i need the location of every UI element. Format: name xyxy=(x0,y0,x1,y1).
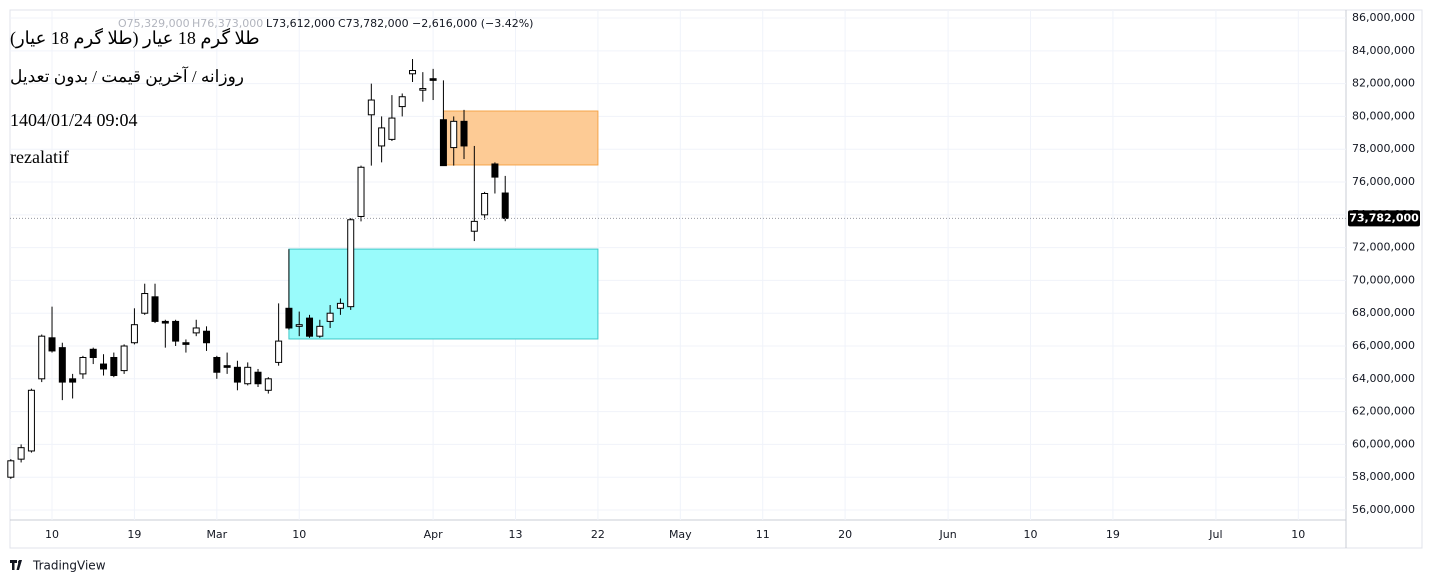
x-tick-label: 19 xyxy=(127,528,141,541)
candle-body xyxy=(367,99,375,116)
candle-body xyxy=(100,363,108,370)
x-tick-label: 19 xyxy=(1106,528,1120,541)
y-tick-label: 66,000,000 xyxy=(1352,339,1415,352)
candle-body xyxy=(409,70,417,75)
x-tick-label: 11 xyxy=(756,528,770,541)
candle-body xyxy=(38,335,46,380)
candle-body xyxy=(481,193,489,216)
zone xyxy=(288,248,599,340)
candle-body xyxy=(151,296,159,322)
candle-body xyxy=(439,119,447,167)
candle-body xyxy=(460,120,468,147)
y-tick-label: 78,000,000 xyxy=(1352,142,1415,155)
candle-body xyxy=(254,371,262,385)
candle-body xyxy=(17,447,25,460)
annotation: 1404/01/24 09:04 xyxy=(10,110,138,130)
x-tick-label: 10 xyxy=(45,528,59,541)
candle-body xyxy=(244,366,252,385)
candle-body xyxy=(336,302,344,309)
y-tick-label: 62,000,000 xyxy=(1352,405,1415,418)
y-tick-label: 68,000,000 xyxy=(1352,306,1415,319)
y-tick-label: 80,000,000 xyxy=(1352,109,1415,122)
candle-body xyxy=(470,220,478,232)
legend-item: L73,612,000 xyxy=(266,17,336,30)
candle-body xyxy=(398,96,406,108)
candle-body xyxy=(120,345,128,372)
x-tick-label: 10 xyxy=(292,528,306,541)
candle-body xyxy=(192,327,200,334)
candle-body xyxy=(233,366,241,383)
candle-body xyxy=(161,320,169,324)
candle-body xyxy=(7,460,15,478)
candle-body xyxy=(450,120,458,149)
legend-item: O75,329,000 xyxy=(118,17,190,30)
candle-body xyxy=(357,166,365,217)
candle-body xyxy=(501,192,509,219)
candle-body xyxy=(69,378,77,383)
brand-logo xyxy=(10,560,22,570)
candle-body xyxy=(27,389,35,452)
candle-body xyxy=(419,88,427,91)
candle-body xyxy=(295,324,303,327)
y-tick-label: 64,000,000 xyxy=(1352,372,1415,385)
x-tick-label: May xyxy=(669,528,692,541)
candle-body xyxy=(429,78,437,81)
chart-title: طلا گرم 18 عیار (طلا گرم 18 عیار) xyxy=(10,28,260,48)
candle-body xyxy=(172,320,180,342)
candle-body xyxy=(182,342,190,345)
y-tick-label: 86,000,000 xyxy=(1352,11,1415,24)
candle-body xyxy=(79,356,87,375)
candle-body xyxy=(306,317,314,337)
x-tick-label: 10 xyxy=(1291,528,1305,541)
legend-item: −2,616,000 (−3.42%) xyxy=(412,17,534,30)
candle-body xyxy=(110,356,118,377)
x-tick-label: Apr xyxy=(424,528,444,541)
y-tick-label: 82,000,000 xyxy=(1352,77,1415,90)
candle-body xyxy=(48,337,56,352)
y-tick-label: 76,000,000 xyxy=(1352,175,1415,188)
x-tick-label: Mar xyxy=(206,528,227,541)
candle-body xyxy=(491,163,499,178)
candle-body xyxy=(141,293,149,314)
x-tick-label: 20 xyxy=(838,528,852,541)
candle-body xyxy=(58,347,66,383)
candle-body xyxy=(89,348,97,358)
legend-item: C73,782,000 xyxy=(338,17,409,30)
y-tick-label: 56,000,000 xyxy=(1352,503,1415,516)
annotation: rezalatif xyxy=(10,147,69,167)
brand: TradingView xyxy=(32,559,106,573)
candle-body xyxy=(130,324,138,344)
y-tick-label: 70,000,000 xyxy=(1352,273,1415,286)
last-price-box xyxy=(1348,210,1420,227)
candle-body xyxy=(213,356,221,373)
y-tick-label: 84,000,000 xyxy=(1352,44,1415,57)
y-tick-label: 72,000,000 xyxy=(1352,241,1415,254)
y-tick-label: 58,000,000 xyxy=(1352,470,1415,483)
candle-body xyxy=(285,307,293,329)
chart-subtitle: روزانه / آخرین قیمت / بدون تعدیل xyxy=(10,67,245,86)
x-tick-label: Jun xyxy=(939,528,957,541)
legend-item: H76,373,000 xyxy=(192,17,264,30)
x-tick-label: 22 xyxy=(591,528,605,541)
x-tick-label: 13 xyxy=(509,528,523,541)
candle-body xyxy=(326,312,334,322)
candle-body xyxy=(275,340,283,363)
x-tick-label: 10 xyxy=(1024,528,1038,541)
candle-body xyxy=(347,219,355,308)
last-price-label: 73,782,000 xyxy=(1349,211,1419,224)
candle-body xyxy=(223,365,231,368)
candle-body xyxy=(378,127,386,147)
x-tick-label: Jul xyxy=(1208,528,1222,541)
y-tick-label: 60,000,000 xyxy=(1352,437,1415,450)
candle-body xyxy=(316,325,324,337)
candle-body xyxy=(264,378,272,391)
candle-body xyxy=(203,330,211,344)
frame xyxy=(9,9,1423,549)
candle-body xyxy=(388,117,396,140)
